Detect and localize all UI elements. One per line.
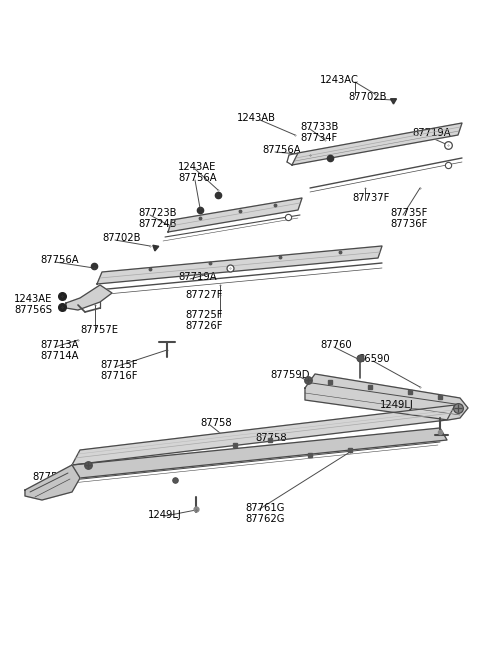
Text: 87716F: 87716F bbox=[100, 371, 137, 381]
Text: 87756A: 87756A bbox=[40, 255, 79, 265]
Text: 87734F: 87734F bbox=[300, 133, 337, 143]
Polygon shape bbox=[72, 405, 455, 465]
Polygon shape bbox=[25, 465, 80, 500]
Text: 87725F: 87725F bbox=[185, 310, 223, 320]
Polygon shape bbox=[292, 123, 462, 165]
Text: 87723B: 87723B bbox=[138, 208, 177, 218]
Text: 86590: 86590 bbox=[358, 354, 390, 364]
Text: 87756A: 87756A bbox=[262, 145, 300, 155]
Text: 87737F: 87737F bbox=[352, 193, 389, 203]
Text: 87726F: 87726F bbox=[185, 321, 223, 331]
Text: 1243AC: 1243AC bbox=[320, 75, 359, 85]
Text: 87756A: 87756A bbox=[178, 173, 216, 183]
Text: 87713A: 87713A bbox=[40, 340, 79, 350]
Text: 87762G: 87762G bbox=[245, 514, 285, 524]
Text: 1243AE: 1243AE bbox=[14, 294, 52, 304]
Polygon shape bbox=[97, 246, 382, 284]
Text: 1249LJ: 1249LJ bbox=[380, 400, 414, 410]
Text: 87719A: 87719A bbox=[412, 128, 451, 138]
Text: 87757E: 87757E bbox=[80, 325, 118, 335]
Text: 87715F: 87715F bbox=[100, 360, 137, 370]
Text: 87761G: 87761G bbox=[245, 503, 285, 513]
Text: 87719A: 87719A bbox=[178, 272, 216, 282]
Polygon shape bbox=[305, 374, 468, 420]
Text: 1249LJ: 1249LJ bbox=[148, 510, 182, 520]
Polygon shape bbox=[66, 285, 112, 310]
Text: 87733B: 87733B bbox=[300, 122, 338, 132]
Polygon shape bbox=[168, 198, 302, 232]
Text: 87702B: 87702B bbox=[348, 92, 386, 102]
Text: 87714A: 87714A bbox=[40, 351, 79, 361]
Text: 87727F: 87727F bbox=[185, 290, 223, 300]
Polygon shape bbox=[72, 428, 447, 478]
Text: 87702B: 87702B bbox=[102, 233, 141, 243]
Text: 1243AE: 1243AE bbox=[178, 162, 216, 172]
Text: 87735F: 87735F bbox=[390, 208, 427, 218]
Text: 87756S: 87756S bbox=[14, 305, 52, 315]
Text: 87759D: 87759D bbox=[32, 472, 72, 482]
Text: 87758: 87758 bbox=[255, 433, 287, 443]
Text: 87759D: 87759D bbox=[270, 370, 310, 380]
Text: 87758: 87758 bbox=[200, 418, 232, 428]
Text: 1243AB: 1243AB bbox=[237, 113, 276, 123]
Text: 87760: 87760 bbox=[320, 340, 352, 350]
Text: 87724B: 87724B bbox=[138, 219, 177, 229]
Text: 87736F: 87736F bbox=[390, 219, 427, 229]
